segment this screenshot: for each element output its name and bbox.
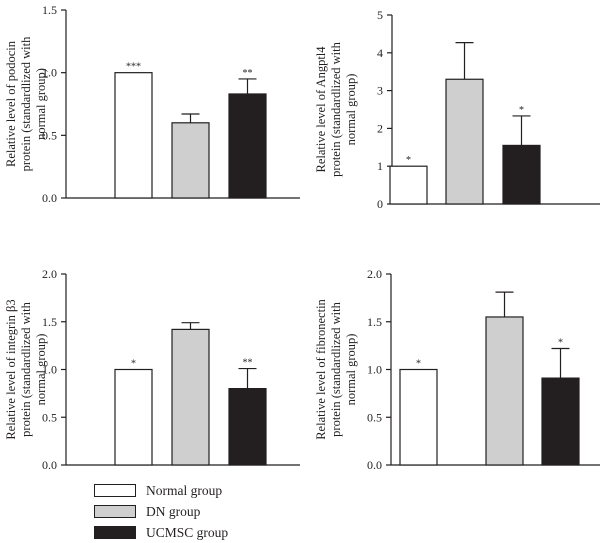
y-axis-title-line: Relative level of integrin β3 (4, 299, 18, 439)
significance-mark: * (406, 155, 411, 166)
y-tick-label: 0.0 (42, 191, 57, 205)
y-axis-title: Relative level of Angptl4protein (standa… (314, 41, 358, 176)
legend: Normal group DN group UCMSC group (94, 480, 228, 543)
legend-label: UCMSC group (146, 524, 229, 540)
y-tick-label: 5 (377, 8, 383, 22)
y-tick-label: 1.0 (367, 363, 382, 377)
bar (445, 78, 484, 205)
bar (171, 328, 210, 466)
y-tick-label: 1.5 (42, 3, 57, 17)
legend-swatch-normal (94, 484, 136, 497)
y-axis-title-line: Relative level of Angptl4 (314, 46, 328, 173)
bar (228, 388, 267, 466)
legend-item-ucmsc: UCMSC group (94, 522, 228, 543)
legend-label: DN group (146, 503, 201, 519)
y-tick-label: 0.0 (367, 458, 382, 472)
chart-panel-angptl4: 0 1 2 3 4 5 Relative level of Angptl4protein (… (314, 8, 600, 211)
y-axis-title-line: protein (standardlized with (19, 36, 33, 171)
bar (389, 165, 428, 205)
y-tick-label: 2.0 (367, 267, 382, 281)
y-tick-label: 0.5 (42, 128, 57, 142)
y-axis-title: Relative level of integrin β3protein (st… (4, 299, 48, 439)
y-tick-label: 0.5 (42, 410, 57, 424)
significance-mark: *** (126, 62, 141, 73)
legend-item-dn: DN group (94, 501, 228, 522)
legend-swatch-ucmsc (94, 526, 136, 539)
significance-mark: * (519, 105, 524, 116)
y-tick-label: 1.0 (42, 363, 57, 377)
y-axis-title-line: normal group) (34, 334, 48, 406)
y-tick-label: 1.5 (42, 315, 57, 329)
y-axis-title-line: protein (standardlized with (19, 301, 33, 436)
y-axis-title-line: normal group) (344, 74, 358, 146)
y-tick-label: 4 (377, 46, 383, 60)
bar (114, 72, 153, 199)
bar (228, 93, 267, 199)
y-axis-title-line: Relative level of podocin (4, 40, 18, 167)
legend-swatch-dn (94, 505, 136, 518)
y-axis-title-line: normal group) (34, 68, 48, 140)
y-axis-title-line: protein (standardlized with (329, 41, 343, 176)
bar (485, 316, 524, 466)
legend-label: Normal group (146, 482, 223, 498)
bar (114, 368, 153, 466)
y-tick-label: 2 (377, 121, 383, 135)
y-axis-title: Relative level of podocinprotein (standa… (4, 36, 48, 171)
y-tick-label: 1.5 (367, 315, 382, 329)
chart-panel-fibronectin: 0.0 0.5 1.0 1.5 2.0 Relative level of fibrone… (314, 267, 600, 472)
y-tick-label: 3 (377, 84, 383, 98)
y-tick-label: 0.0 (42, 458, 57, 472)
y-tick-label: 1.0 (42, 66, 57, 80)
y-axis-title-line: protein (standardlized with (329, 301, 343, 436)
legend-item-normal: Normal group (94, 480, 228, 501)
significance-mark: ** (243, 358, 253, 369)
y-tick-label: 1 (377, 159, 383, 173)
chart-panel-podocin: 0.0 0.5 1.0 1.5 Relative level of podocinpro… (4, 3, 300, 205)
significance-mark: ** (243, 68, 253, 79)
y-axis-title-line: Relative level of fibronectin (314, 298, 328, 439)
bar (502, 144, 541, 205)
y-tick-label: 0.5 (367, 410, 382, 424)
bar (171, 122, 210, 199)
y-tick-label: 2.0 (42, 267, 57, 281)
chart-panel-integrin-beta3: 0.0 0.5 1.0 1.5 2.0 Relative level of integri… (4, 267, 300, 472)
significance-mark: * (416, 359, 421, 370)
significance-mark: * (131, 359, 136, 370)
y-axis-title: Relative level of fibronectinprotein (st… (314, 298, 358, 439)
y-tick-label: 0 (377, 197, 383, 211)
y-axis-title-line: normal group) (344, 334, 358, 406)
bar (541, 377, 580, 466)
significance-mark: * (558, 337, 563, 348)
bar (399, 368, 438, 466)
